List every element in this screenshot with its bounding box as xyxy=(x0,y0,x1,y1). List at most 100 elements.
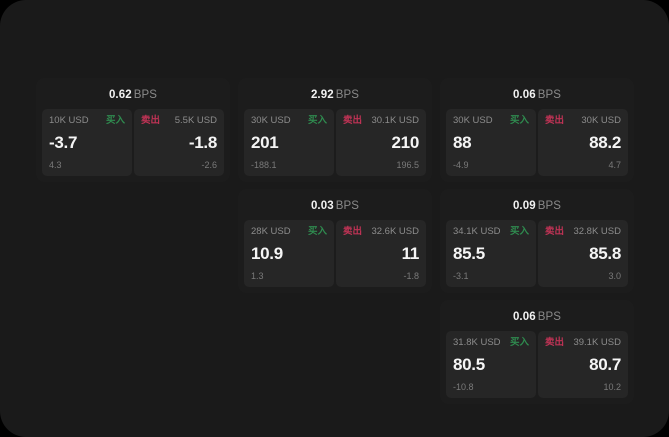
quote-card[interactable]: 0.09 BPS 34.1K USD 买入 85.5 -3.1 卖出 32.8K USD 85.… xyxy=(440,189,634,293)
buy-panel[interactable]: 30K USD 买入 88 -4.9 xyxy=(446,109,536,176)
buy-size-label: 31.8K USD xyxy=(453,337,501,348)
buy-size-label: 30K USD xyxy=(251,115,291,126)
bps-unit-label: BPS xyxy=(335,89,360,101)
bps-value: 0.09 xyxy=(512,200,536,212)
sell-delta-value: 3.0 xyxy=(608,271,621,281)
buy-price-value: 85.5 xyxy=(453,244,485,263)
bps-unit-label: BPS xyxy=(537,200,562,212)
sell-panel[interactable]: 卖出 5.5K USD -1.8 -2.6 xyxy=(134,109,224,176)
buy-price-value: 201 xyxy=(251,133,279,152)
buy-side-label: 买入 xyxy=(509,226,529,237)
sell-side-label: 卖出 xyxy=(545,115,565,126)
buy-side-label: 买入 xyxy=(105,115,125,126)
buy-price-value: 10.9 xyxy=(251,244,283,263)
bps-unit-label: BPS xyxy=(133,89,158,101)
panel-header: 28K USD 买入 xyxy=(251,226,327,238)
sell-delta-value: -2.6 xyxy=(201,160,217,170)
buy-size-label: 28K USD xyxy=(251,226,291,237)
sell-size-label: 32.6K USD xyxy=(371,226,419,237)
card-bps-header: 0.62 BPS xyxy=(42,84,224,109)
buy-delta-value: -188.1 xyxy=(251,160,277,170)
panel-header: 30K USD 买入 xyxy=(453,115,529,127)
panel-header: 30K USD 买入 xyxy=(251,115,327,127)
buy-delta-value: -10.8 xyxy=(453,382,474,392)
sell-size-label: 30.1K USD xyxy=(371,115,419,126)
card-bps-header: 0.03 BPS xyxy=(244,195,426,220)
sell-price-value: 85.8 xyxy=(589,244,621,263)
buy-price-value: 88 xyxy=(453,133,472,152)
sell-delta-value: 10.2 xyxy=(603,382,621,392)
sell-price-value: 210 xyxy=(391,133,420,152)
sell-panel[interactable]: 卖出 32.6K USD 11 -1.8 xyxy=(336,220,426,287)
card-panels: 31.8K USD 买入 80.5 -10.8 卖出 39.1K USD 80.7 10.2 xyxy=(446,331,628,398)
panel-header: 卖出 30K USD xyxy=(545,115,621,127)
card-bps-header: 2.92 BPS xyxy=(244,84,426,109)
panel-header: 卖出 39.1K USD xyxy=(545,337,621,349)
buy-panel[interactable]: 31.8K USD 买入 80.5 -10.8 xyxy=(446,331,536,398)
panel-header: 卖出 5.5K USD xyxy=(141,115,217,127)
bps-unit-label: BPS xyxy=(537,89,562,101)
buy-panel[interactable]: 10K USD 买入 -3.7 4.3 xyxy=(42,109,132,176)
card-bps-header: 0.06 BPS xyxy=(446,84,628,109)
buy-delta-value: 1.3 xyxy=(251,271,264,281)
panel-header: 卖出 32.8K USD xyxy=(545,226,621,238)
quote-card-board: 0.62 BPS 10K USD 买入 -3.7 4.3 卖出 5.5K USD -1.8 -2.… xyxy=(36,78,636,404)
sell-side-label: 卖出 xyxy=(343,226,363,237)
buy-delta-value: 4.3 xyxy=(49,160,62,170)
sell-price-value: -1.8 xyxy=(188,133,217,152)
buy-panel[interactable]: 30K USD 买入 201 -188.1 xyxy=(244,109,334,176)
quote-card[interactable]: 0.62 BPS 10K USD 买入 -3.7 4.3 卖出 5.5K USD -1.8 -2.… xyxy=(36,78,230,182)
sell-size-label: 39.1K USD xyxy=(573,337,621,348)
card-panels: 30K USD 买入 88 -4.9 卖出 30K USD 88.2 4.7 xyxy=(446,109,628,176)
sell-size-label: 30K USD xyxy=(581,115,621,126)
buy-panel[interactable]: 34.1K USD 买入 85.5 -3.1 xyxy=(446,220,536,287)
quote-card[interactable]: 2.92 BPS 30K USD 买入 201 -188.1 卖出 30.1K USD 210 1… xyxy=(238,78,432,182)
buy-side-label: 买入 xyxy=(509,337,529,348)
bps-value: 0.06 xyxy=(512,311,536,323)
card-column-2: 2.92 BPS 30K USD 买入 201 -188.1 卖出 30.1K USD 210 1… xyxy=(238,78,432,293)
sell-delta-value: 196.5 xyxy=(396,160,419,170)
buy-panel[interactable]: 28K USD 买入 10.9 1.3 xyxy=(244,220,334,287)
sell-side-label: 卖出 xyxy=(545,226,565,237)
sell-price-value: 80.7 xyxy=(589,355,621,374)
sell-side-label: 卖出 xyxy=(141,115,161,126)
sell-panel[interactable]: 卖出 30K USD 88.2 4.7 xyxy=(538,109,628,176)
card-panels: 30K USD 买入 201 -188.1 卖出 30.1K USD 210 196.5 xyxy=(244,109,426,176)
quote-card[interactable]: 0.06 BPS 30K USD 买入 88 -4.9 卖出 30K USD 88.2 4.7 xyxy=(440,78,634,182)
buy-price-value: -3.7 xyxy=(49,133,78,152)
bps-value: 0.03 xyxy=(310,200,334,212)
card-panels: 34.1K USD 买入 85.5 -3.1 卖出 32.8K USD 85.8 3.0 xyxy=(446,220,628,287)
buy-delta-value: -4.9 xyxy=(453,160,469,170)
card-bps-header: 0.09 BPS xyxy=(446,195,628,220)
bps-value: 0.06 xyxy=(512,89,536,101)
buy-size-label: 30K USD xyxy=(453,115,493,126)
sell-side-label: 卖出 xyxy=(545,337,565,348)
buy-side-label: 买入 xyxy=(307,226,327,237)
sell-delta-value: -1.8 xyxy=(403,271,419,281)
bps-unit-label: BPS xyxy=(335,200,360,212)
sell-size-label: 32.8K USD xyxy=(573,226,621,237)
buy-size-label: 34.1K USD xyxy=(453,226,501,237)
card-column-3: 0.06 BPS 30K USD 买入 88 -4.9 卖出 30K USD 88.2 4.7 0.… xyxy=(440,78,634,404)
card-panels: 10K USD 买入 -3.7 4.3 卖出 5.5K USD -1.8 -2.6 xyxy=(42,109,224,176)
panel-header: 34.1K USD 买入 xyxy=(453,226,529,238)
sell-panel[interactable]: 卖出 30.1K USD 210 196.5 xyxy=(336,109,426,176)
card-bps-header: 0.06 BPS xyxy=(446,306,628,331)
sell-side-label: 卖出 xyxy=(343,115,363,126)
bps-value: 0.62 xyxy=(108,89,132,101)
buy-side-label: 买入 xyxy=(307,115,327,126)
bps-value: 2.92 xyxy=(310,89,334,101)
buy-side-label: 买入 xyxy=(509,115,529,126)
buy-delta-value: -3.1 xyxy=(453,271,469,281)
card-panels: 28K USD 买入 10.9 1.3 卖出 32.6K USD 11 -1.8 xyxy=(244,220,426,287)
sell-delta-value: 4.7 xyxy=(608,160,621,170)
quote-card[interactable]: 0.06 BPS 31.8K USD 买入 80.5 -10.8 卖出 39.1K USD 80… xyxy=(440,300,634,404)
sell-price-value: 11 xyxy=(401,244,420,263)
panel-header: 31.8K USD 买入 xyxy=(453,337,529,349)
sell-panel[interactable]: 卖出 39.1K USD 80.7 10.2 xyxy=(538,331,628,398)
sell-panel[interactable]: 卖出 32.8K USD 85.8 3.0 xyxy=(538,220,628,287)
quote-card[interactable]: 0.03 BPS 28K USD 买入 10.9 1.3 卖出 32.6K USD 11 -1.8 xyxy=(238,189,432,293)
card-column-1: 0.62 BPS 10K USD 买入 -3.7 4.3 卖出 5.5K USD -1.8 -2.… xyxy=(36,78,230,182)
buy-price-value: 80.5 xyxy=(453,355,485,374)
